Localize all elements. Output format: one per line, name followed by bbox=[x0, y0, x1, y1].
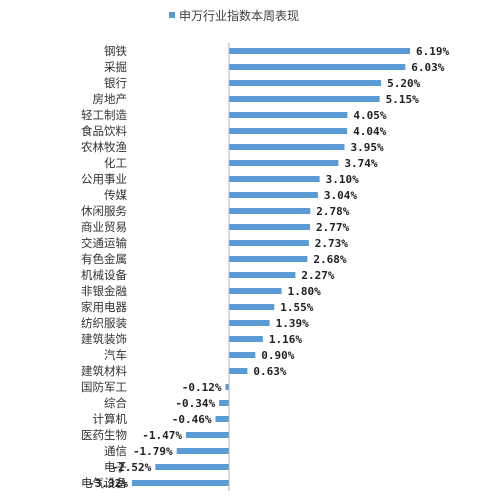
category-label-24: 计算机 bbox=[93, 412, 128, 426]
legend-swatch bbox=[169, 12, 175, 18]
category-label-13: 交通运输 bbox=[81, 236, 127, 250]
value-label-2: 6.03% bbox=[411, 61, 444, 74]
category-label-17: 家用电器 bbox=[81, 300, 127, 314]
bar-20 bbox=[229, 352, 256, 358]
bar-1 bbox=[229, 48, 410, 54]
bar-24 bbox=[215, 416, 229, 422]
bar-28 bbox=[131, 480, 229, 486]
value-label-6: 4.04% bbox=[353, 125, 386, 138]
value-label-1: 6.19% bbox=[416, 45, 449, 58]
bar-16 bbox=[229, 288, 282, 294]
value-label-3: 5.20% bbox=[387, 77, 420, 90]
value-label-11: 2.78% bbox=[316, 205, 349, 218]
category-label-28: 电气设备 bbox=[81, 476, 127, 490]
value-label-24: -0.46% bbox=[172, 413, 212, 426]
category-label-12: 商业贸易 bbox=[81, 220, 127, 234]
category-label-9: 公用事业 bbox=[81, 172, 127, 186]
bar-14 bbox=[229, 256, 308, 262]
bar-2 bbox=[229, 64, 406, 70]
bar-6 bbox=[229, 128, 348, 134]
value-label-21: 0.63% bbox=[253, 365, 286, 378]
bar-7 bbox=[229, 144, 345, 150]
value-label-26: -1.79% bbox=[133, 445, 173, 458]
category-label-6: 食品饮料 bbox=[81, 124, 127, 138]
bar-8 bbox=[229, 160, 339, 166]
bar-15 bbox=[229, 272, 296, 278]
value-label-19: 1.16% bbox=[269, 333, 302, 346]
bar-27 bbox=[155, 464, 229, 470]
category-label-20: 汽车 bbox=[104, 348, 127, 362]
bar-23 bbox=[219, 400, 229, 406]
category-label-21: 建筑材料 bbox=[81, 364, 127, 378]
bar-3 bbox=[229, 80, 382, 86]
bar-11 bbox=[229, 208, 311, 214]
value-label-4: 5.15% bbox=[386, 93, 419, 106]
bar-9 bbox=[229, 176, 320, 182]
category-label-16: 非银金融 bbox=[81, 284, 127, 298]
category-label-18: 纺织服装 bbox=[81, 316, 127, 330]
category-label-8: 化工 bbox=[104, 156, 127, 170]
bar-22 bbox=[225, 384, 229, 390]
bar-13 bbox=[229, 240, 309, 246]
value-label-27: -2.52% bbox=[112, 461, 152, 474]
value-label-23: -0.34% bbox=[175, 397, 215, 410]
category-label-25: 医药生物 bbox=[81, 428, 127, 442]
value-label-25: -1.47% bbox=[142, 429, 182, 442]
value-label-16: 1.80% bbox=[288, 285, 321, 298]
value-label-12: 2.77% bbox=[316, 221, 349, 234]
category-label-4: 房地产 bbox=[93, 92, 128, 106]
category-label-15: 机械设备 bbox=[81, 268, 127, 282]
legend: 申万行业指数本周表现 bbox=[169, 8, 299, 23]
value-label-15: 2.27% bbox=[301, 269, 334, 282]
category-label-3: 银行 bbox=[104, 76, 127, 90]
category-label-7: 农林牧渔 bbox=[81, 140, 127, 154]
value-label-17: 1.55% bbox=[280, 301, 313, 314]
legend-label: 申万行业指数本周表现 bbox=[179, 8, 299, 23]
category-label-26: 通信 bbox=[104, 444, 127, 458]
category-label-2: 采掘 bbox=[104, 60, 127, 74]
category-label-14: 有色金属 bbox=[81, 252, 127, 266]
bars-group: 钢铁 6.19% 采掘 6.03% 银行 5.20% 房地产 5.15% 轻工制造 4.05% 食品… bbox=[81, 44, 449, 490]
value-label-14: 2.68% bbox=[313, 253, 346, 266]
bar-4 bbox=[229, 96, 380, 102]
category-label-5: 轻工制造 bbox=[81, 108, 127, 122]
bar-26 bbox=[176, 448, 229, 454]
value-label-5: 4.05% bbox=[353, 109, 386, 122]
category-label-10: 传媒 bbox=[104, 188, 127, 202]
category-label-27: 电子 bbox=[104, 460, 127, 474]
category-label-22: 国防军工 bbox=[81, 380, 127, 394]
value-label-7: 3.95% bbox=[351, 141, 384, 154]
bar-18 bbox=[229, 320, 270, 326]
value-label-28: -3.32% bbox=[88, 477, 128, 490]
value-label-22: -0.12% bbox=[182, 381, 222, 394]
category-label-23: 综合 bbox=[104, 396, 127, 410]
bar-5 bbox=[229, 112, 348, 118]
bar-12 bbox=[229, 224, 310, 230]
bar-21 bbox=[229, 368, 248, 374]
bar-19 bbox=[229, 336, 263, 342]
value-label-9: 3.10% bbox=[326, 173, 359, 186]
value-label-18: 1.39% bbox=[276, 317, 309, 330]
category-label-1: 钢铁 bbox=[104, 44, 127, 58]
bar-17 bbox=[229, 304, 275, 310]
value-label-13: 2.73% bbox=[315, 237, 348, 250]
bar-10 bbox=[229, 192, 318, 198]
value-label-20: 0.90% bbox=[261, 349, 294, 362]
value-label-10: 3.04% bbox=[324, 189, 357, 202]
bar-25 bbox=[186, 432, 229, 438]
value-label-8: 3.74% bbox=[344, 157, 377, 170]
category-label-19: 建筑装饰 bbox=[81, 332, 127, 346]
category-label-11: 休闲服务 bbox=[81, 204, 127, 218]
